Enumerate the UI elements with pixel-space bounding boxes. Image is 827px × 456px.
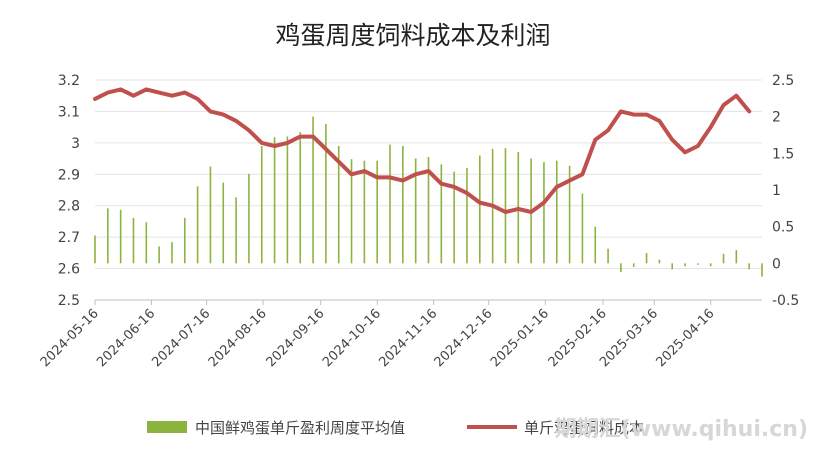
profit-bar (594, 226, 597, 264)
legend: 中国鲜鸡蛋单斤盈利周度平均值 单斤鸡蛋饲料成本 (147, 419, 644, 437)
profit-bar (671, 263, 674, 270)
x-tick-label: 2025-01-16 (488, 306, 552, 370)
left-tick-label: 3 (71, 136, 80, 152)
x-tick-label: 2024-11-16 (376, 306, 440, 370)
left-tick-label: 2.7 (58, 230, 80, 246)
profit-bar (427, 157, 430, 264)
left-tick-label: 3.1 (58, 104, 80, 120)
profit-bar (158, 246, 160, 264)
right-tick-label: 0 (772, 256, 781, 272)
profit-bar (761, 263, 763, 277)
x-tick-label: 2024-05-16 (38, 306, 102, 370)
profit-bar (260, 146, 263, 264)
left-tick-label: 3.2 (58, 73, 80, 89)
x-tick-label: 2024-06-16 (94, 306, 158, 370)
profit-bar (119, 209, 122, 264)
profit-bar (312, 116, 314, 264)
profit-bar (145, 222, 148, 264)
profit-bar (350, 159, 353, 264)
legend-bar-label: 中国鲜鸡蛋单斤盈利周度平均值 (195, 419, 405, 437)
profit-bar (196, 186, 199, 264)
left-tick-label: 2.6 (58, 262, 80, 278)
profit-bar (132, 217, 135, 264)
profit-bar (440, 164, 443, 264)
profit-bar (286, 136, 289, 264)
profit-bar (248, 173, 250, 264)
feed-cost-line (93, 87, 752, 214)
chart-title: 鸡蛋周度饲料成本及利润 (275, 21, 550, 50)
left-tick-label: 2.8 (58, 199, 80, 215)
profit-bars (94, 116, 763, 277)
profit-bar (479, 155, 481, 264)
profit-bar (363, 160, 366, 264)
legend-bar-swatch (147, 421, 187, 433)
profit-bar (748, 263, 750, 270)
profit-bar (325, 124, 327, 264)
right-tick-label: -0.5 (772, 293, 799, 309)
watermark: 期期汇(www.qihui.cn) (555, 417, 808, 442)
profit-bar (735, 250, 738, 264)
profit-bar (555, 160, 558, 264)
x-tick-label: 2025-04-16 (653, 306, 717, 370)
profit-bar (183, 217, 186, 264)
x-tick-label: 2024-09-16 (264, 306, 328, 370)
profit-bar (684, 263, 686, 267)
profit-bar (273, 137, 276, 264)
profit-bar (607, 248, 609, 264)
profit-bar (620, 263, 622, 273)
profit-bar (543, 162, 545, 264)
right-tick-label: 2 (772, 110, 781, 126)
x-tick-label: 2024-10-16 (320, 306, 384, 370)
left-tick-label: 2.5 (58, 293, 80, 309)
left-tick-label: 2.9 (58, 167, 80, 183)
profit-bar (402, 146, 404, 264)
right-tick-label: 1 (772, 183, 781, 199)
profit-bar (337, 146, 340, 264)
right-tick-label: 1.5 (772, 146, 794, 162)
profit-bar (299, 132, 302, 264)
profit-bar (222, 182, 225, 264)
profit-bar (94, 235, 96, 264)
profit-bar (697, 263, 699, 265)
x-tick-label: 2024-07-16 (149, 306, 213, 370)
right-tick-label: 2.5 (772, 73, 794, 89)
profit-bar (107, 208, 109, 264)
profit-bar (504, 148, 507, 264)
profit-bar (376, 160, 378, 264)
profit-bar (658, 259, 661, 264)
profit-bar (632, 263, 635, 267)
legend-line-label: 单斤鸡蛋饲料成本 (524, 419, 644, 437)
x-tick-label: 2024-12-16 (432, 306, 496, 370)
x-axis-ticks: 2024-05-162024-06-162024-07-162024-08-16… (38, 300, 718, 370)
profit-bar (568, 165, 571, 264)
profit-bar (453, 171, 455, 264)
left-axis-ticks: 3.2 3.1 3 2.9 2.8 2.7 2.6 2.5 (58, 73, 80, 309)
profit-bar (709, 263, 712, 267)
x-tick-label: 2024-08-16 (206, 306, 270, 370)
profit-bar (235, 197, 237, 264)
right-axis-ticks: 2.5 2 1.5 1 0.5 0 -0.5 (772, 73, 799, 309)
profit-bar (389, 144, 391, 264)
profit-bar (414, 158, 417, 264)
profit-bar (209, 166, 212, 264)
profit-bar (581, 193, 584, 264)
profit-bar (645, 253, 648, 264)
right-tick-label: 0.5 (772, 220, 794, 236)
profit-bar (171, 242, 173, 264)
profit-bar (722, 253, 725, 264)
profit-bar (466, 168, 468, 264)
